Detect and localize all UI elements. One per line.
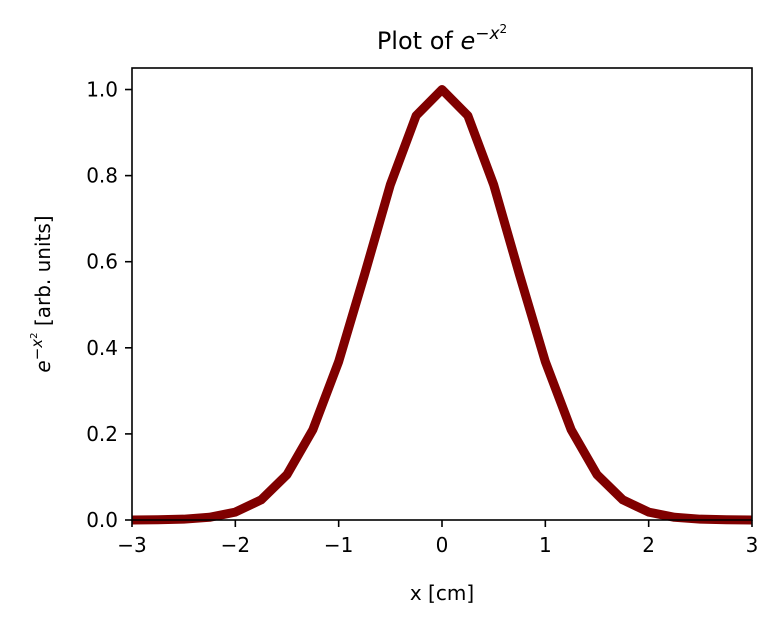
chart-title-base: e xyxy=(460,27,475,55)
y-axis-label-base: e xyxy=(31,360,55,372)
series-line-0 xyxy=(131,85,753,525)
x-tick-label: 3 xyxy=(746,533,759,557)
x-tick-label: 0 xyxy=(436,533,449,557)
y-tick-label: 0.0 xyxy=(86,508,118,532)
y-axis-label-exponent: −x xyxy=(28,339,46,361)
y-tick-label: 0.6 xyxy=(86,250,118,274)
chart-title-prefix: Plot of xyxy=(377,27,461,55)
chart-title: Plot of e−x2 xyxy=(377,22,507,55)
y-tick-label: 0.8 xyxy=(86,164,118,188)
x-tick-label: 1 xyxy=(539,533,552,557)
x-tick-label: −2 xyxy=(221,533,250,557)
plot-background xyxy=(132,68,752,520)
plot-area: −3 −2 −1 0 1 2 3 0.0 0.2 0.4 0.6 0.8 1.0 xyxy=(86,67,759,557)
chart-title-exponent: −x xyxy=(475,24,500,44)
y-tick-label: 0.2 xyxy=(86,422,118,446)
y-axis-label-suffix: [arb. units] xyxy=(31,215,55,332)
x-axis-label: x [cm] xyxy=(410,581,474,605)
x-tick-label: 2 xyxy=(642,533,655,557)
x-tick-label: −3 xyxy=(117,533,146,557)
x-tick-label: −1 xyxy=(324,533,353,557)
y-tick-label: 1.0 xyxy=(86,78,118,102)
chart-title-exponent-power: 2 xyxy=(500,22,508,36)
y-axis-label: e−x2 [arb. units] xyxy=(28,215,55,372)
y-axis-label-exponent-power: 2 xyxy=(29,332,40,338)
y-tick-label: 0.4 xyxy=(86,336,118,360)
